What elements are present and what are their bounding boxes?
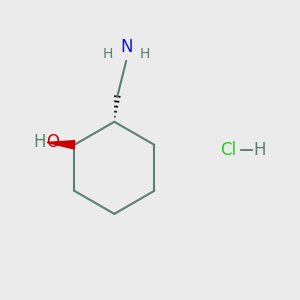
Text: O: O: [46, 133, 59, 151]
Text: H: H: [33, 133, 46, 151]
Text: Cl: Cl: [220, 141, 236, 159]
Text: H: H: [254, 141, 266, 159]
Polygon shape: [47, 141, 75, 149]
Text: H: H: [140, 47, 150, 61]
Text: H: H: [103, 47, 113, 61]
Text: N: N: [120, 38, 133, 56]
